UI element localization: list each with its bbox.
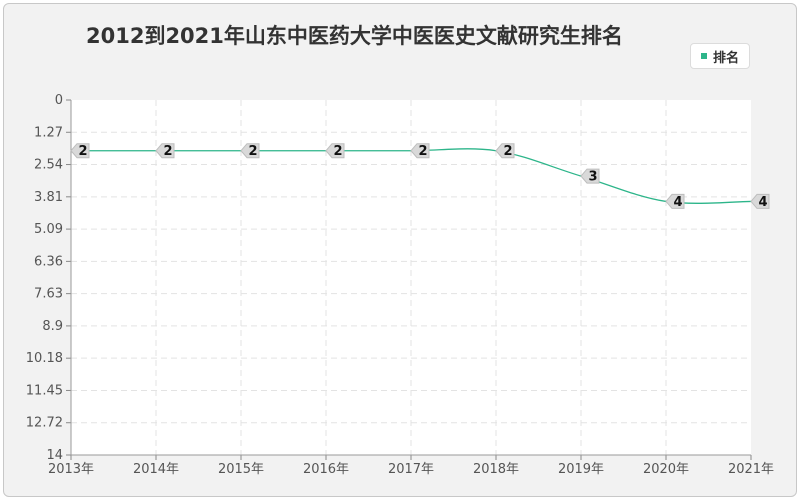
data-label-bg (665, 193, 685, 209)
data-label-bg (580, 168, 600, 184)
data-label: 2 (503, 144, 512, 159)
data-label: 3 (588, 170, 597, 185)
x-tick-label: 2016年 (303, 462, 349, 477)
grid-layer (71, 100, 751, 455)
data-label: 2 (333, 144, 342, 159)
data-label: 2 (418, 144, 427, 159)
x-tick-label: 2014年 (133, 462, 179, 477)
y-tick-label: 3.81 (34, 190, 63, 205)
x-tick-label: 2020年 (643, 462, 689, 477)
chart-title: 2012到2021年山东中医药大学中医医史文献研究生排名 (86, 24, 623, 48)
axis-layer: 0 1.27 2.54 3.81 5.09 6.36 7.63 8.9 10.18 11.45 12… (26, 93, 774, 477)
data-label: 2 (78, 144, 87, 159)
y-tick-label: 8.9 (42, 319, 63, 334)
x-tick-label: 2019年 (558, 462, 604, 477)
data-label: 4 (758, 195, 767, 210)
y-tick-label: 2.54 (34, 158, 63, 173)
y-tick-label: 5.09 (34, 222, 63, 237)
y-tick-label: 6.36 (34, 254, 63, 269)
data-label-bg (495, 143, 515, 159)
y-tick-label: 10.18 (26, 351, 63, 366)
x-tick-label: 2013年 (48, 462, 94, 477)
x-tick-label: 2017年 (388, 462, 434, 477)
x-tick-label: 2021年 (728, 462, 774, 477)
data-label-bg (750, 193, 770, 209)
data-label-bg (70, 143, 90, 159)
legend-swatch (700, 53, 707, 59)
data-label: 4 (673, 195, 682, 210)
legend-label: 排名 (712, 50, 739, 66)
data-label-bg (325, 143, 345, 159)
data-label-bg (155, 143, 175, 159)
data-label-bg (240, 143, 260, 159)
data-label: 2 (248, 144, 257, 159)
y-tick-label: 0 (55, 93, 63, 108)
y-tick-label: 14 (46, 448, 63, 463)
data-label-bg (410, 143, 430, 159)
label-layer: 2 2 2 2 2 2 3 4 4 (70, 143, 770, 210)
data-label: 2 (163, 144, 172, 159)
x-tick-label: 2018年 (473, 462, 519, 477)
y-tick-label: 1.27 (34, 125, 63, 140)
y-tick-label: 7.63 (34, 287, 63, 302)
y-tick-label: 11.45 (26, 383, 63, 398)
y-tick-label: 12.72 (26, 416, 63, 431)
x-tick-label: 2015年 (218, 462, 264, 477)
chart-legend[interactable]: 排名 (690, 43, 750, 69)
